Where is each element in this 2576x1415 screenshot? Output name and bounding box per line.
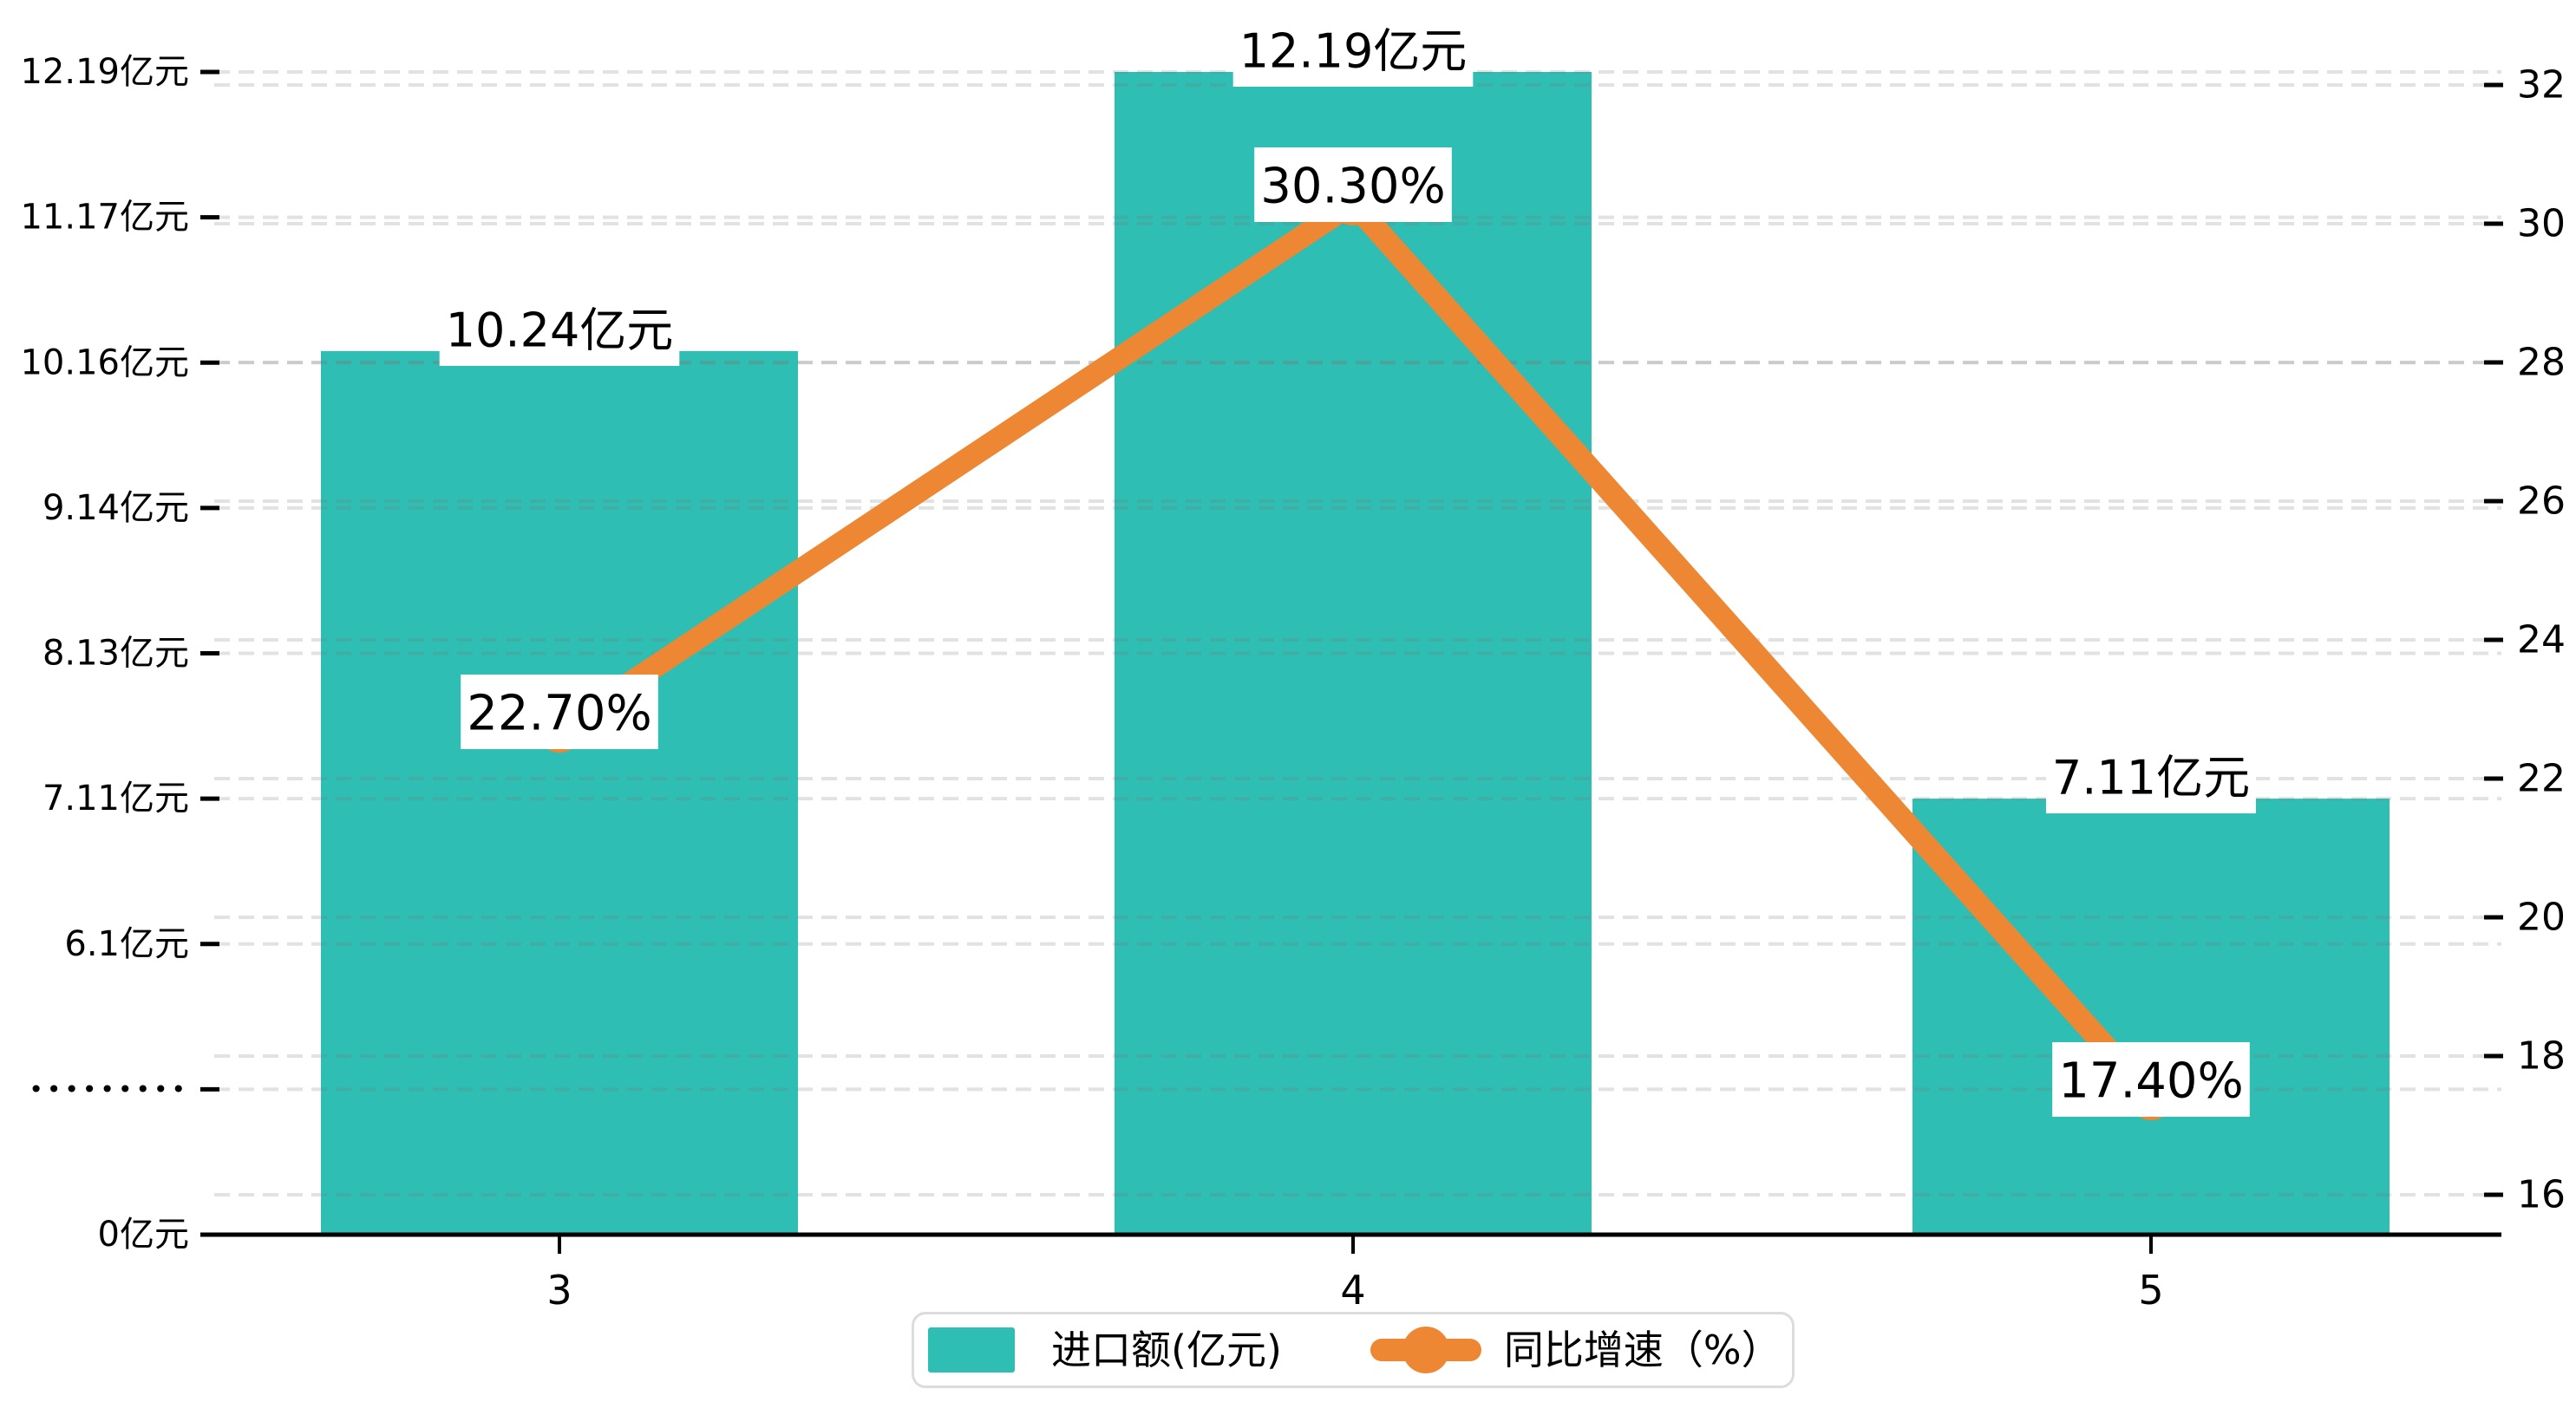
right-axis-tick-label-8: 16 — [2517, 1173, 2566, 1217]
line-dot-icon — [1402, 1327, 1449, 1373]
left-axis-tick-label-2: 10.16亿元 — [20, 342, 189, 382]
bar-month-4[interactable] — [1115, 72, 1592, 1235]
bar-label-bg-3 — [439, 290, 680, 366]
line-label-bg-3 — [461, 675, 658, 749]
left-axis-tick-label-3: 9.14亿元 — [42, 488, 189, 528]
bar-label-5: 7.11亿元 — [2052, 751, 2250, 805]
bar-label-bg-5 — [2045, 739, 2257, 814]
right-axis-tick-label-6: 20 — [2517, 896, 2566, 940]
left-axis-tick-label-7: ••••••••• — [29, 1075, 189, 1104]
bar-month-3[interactable] — [321, 350, 798, 1235]
left-axis-tick-label-0: 12.19亿元 — [20, 52, 189, 92]
bar-month-5[interactable] — [1912, 799, 2390, 1235]
right-axis-tick-label-3: 26 — [2517, 479, 2566, 524]
x-axis-category-label-5: 5 — [2138, 1267, 2163, 1314]
bar-label-3: 10.24亿元 — [446, 303, 674, 357]
right-axis-tick-label-0: 32 — [2517, 63, 2566, 108]
left-axis-tick-label-5: 7.11亿元 — [42, 779, 189, 818]
legend-item-import-value[interactable]: 进口额(亿元) — [928, 1327, 1282, 1373]
legend-label-yoy-growth: 同比增速（%） — [1503, 1327, 1782, 1373]
left-axis-tick-label-6: 6.1亿元 — [64, 924, 189, 964]
bar-label-4: 12.19亿元 — [1239, 24, 1468, 79]
right-axis-tick-label-2: 28 — [2517, 341, 2566, 385]
line-label-bg-5 — [2052, 1042, 2250, 1117]
x-axis-category-label-3: 3 — [546, 1267, 572, 1314]
right-axis-tick-label-5: 22 — [2517, 757, 2566, 801]
line-series-marker-icon — [1370, 1326, 1481, 1374]
line-label-4: 30.30% — [1260, 159, 1446, 215]
legend: 进口额(亿元) 同比增速（%） — [912, 1312, 1795, 1388]
legend-item-yoy-growth[interactable]: 同比增速（%） — [1282, 1326, 1782, 1374]
left-axis-tick-label-8: 0亿元 — [98, 1215, 189, 1255]
right-axis-tick-label-7: 18 — [2517, 1034, 2566, 1079]
left-axis-tick-label-1: 11.17亿元 — [20, 198, 189, 238]
right-axis-tick-label-1: 30 — [2517, 202, 2566, 246]
legend-label-import-value: 进口额(亿元) — [1051, 1327, 1282, 1373]
x-axis-category-label-4: 4 — [1340, 1267, 1365, 1314]
line-label-3: 22.70% — [467, 686, 652, 742]
bar-series-swatch-icon — [928, 1327, 1015, 1373]
line-label-bg-4 — [1254, 147, 1452, 222]
bar-label-bg-4 — [1232, 12, 1474, 87]
line-label-5: 17.40% — [2058, 1053, 2244, 1110]
right-axis-tick-label-4: 24 — [2517, 618, 2566, 662]
left-axis-tick-label-4: 8.13亿元 — [42, 634, 189, 674]
